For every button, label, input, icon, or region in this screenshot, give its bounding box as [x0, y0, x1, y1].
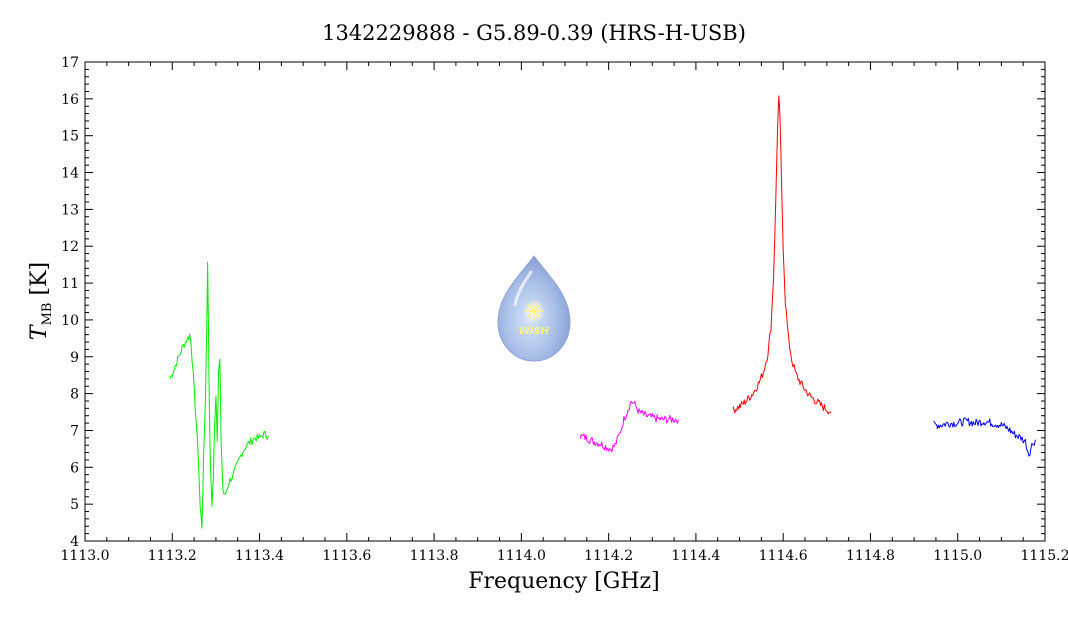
logo-text: WISH: [519, 326, 550, 337]
series-layer: [169, 95, 1036, 529]
tick-layer: [84, 61, 1046, 542]
y-tick-label: 6: [70, 460, 79, 476]
y-tick-label: 8: [70, 387, 79, 403]
y-tick-label: 16: [61, 92, 79, 108]
y-tick-label: 7: [70, 423, 79, 439]
y-tick-label: 17: [61, 55, 79, 71]
x-tick-label: 1114.8: [846, 548, 895, 564]
y-axis-label-subscript: MB: [40, 303, 55, 326]
y-tick-labels: 4 5 6 7 8 9 10 11 12 13 14 15 16 17: [61, 55, 79, 550]
x-tick-label: 1114.4: [671, 548, 720, 564]
y-tick-label: 5: [70, 497, 79, 513]
x-tick-label: 1114.2: [584, 548, 633, 564]
y-tick-label: 10: [61, 313, 79, 329]
series-line-1: [169, 261, 269, 529]
series-line-2: [579, 400, 679, 453]
x-axis-label: Frequency [GHz]: [468, 569, 660, 594]
x-tick-label: 1114.6: [759, 548, 808, 564]
series-line-4: [933, 417, 1036, 457]
y-axis-label: TMB [K]: [27, 262, 55, 340]
y-tick-label: 12: [61, 239, 79, 255]
x-tick-label: 1113.0: [61, 548, 110, 564]
y-tick-label: 15: [61, 129, 79, 145]
y-axis-label-unit: [K]: [27, 262, 52, 303]
y-tick-label: 13: [61, 202, 79, 218]
x-tick-label: 1115.2: [1021, 548, 1068, 564]
chart-title: 1342229888 - G5.89-0.39 (HRS-H-USB): [322, 21, 746, 45]
x-tick-label: 1113.2: [148, 548, 197, 564]
y-tick-label: 4: [70, 534, 79, 550]
x-tick-label: 1113.8: [410, 548, 459, 564]
x-tick-label: 1113.6: [322, 548, 371, 564]
wish-logo: WISH: [497, 255, 571, 362]
y-tick-label: 11: [61, 276, 79, 292]
y-tick-label: 14: [61, 166, 79, 182]
series-line-3: [732, 95, 832, 415]
x-tick-label: 1114.0: [497, 548, 546, 564]
y-axis-label-symbol: T: [27, 323, 52, 340]
star-icon: [524, 301, 544, 321]
y-tick-label: 9: [70, 350, 79, 366]
x-tick-label: 1113.4: [235, 548, 284, 564]
x-tick-labels: 1113.0 1113.2 1113.4 1113.6 1113.8 1114.0 1114…: [61, 548, 1068, 564]
x-tick-label: 1115.0: [933, 548, 982, 564]
